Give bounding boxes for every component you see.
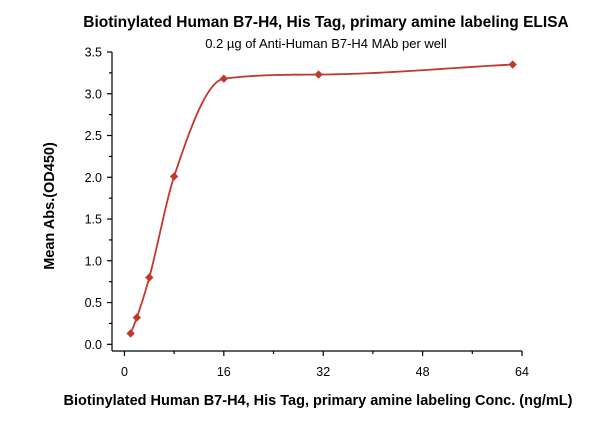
y-tick-label: 3.5 [85,46,102,60]
y-tick-label: 3.0 [85,87,102,101]
data-point [219,74,229,83]
data-point [132,313,142,322]
y-axis-label: Mean Abs.(OD450) [42,142,58,270]
x-axis-ticks: 0 16 32 48 64 [121,351,529,379]
chart-subtitle: 0.2 µg of Anti-Human B7-H4 MAb per well [205,36,447,51]
data-point [314,70,323,79]
y-axis-ticks: 0.0 0.5 1.0 1.5 2.0 2.5 3.0 3.5 [85,46,112,352]
y-tick-label: 0.5 [85,296,102,310]
data-points [126,60,517,338]
x-tick-label: 64 [515,365,529,379]
x-tick-label: 0 [121,365,128,379]
fit-curve [129,63,513,334]
axes [111,52,522,352]
y-tick-label: 2.5 [85,129,102,143]
y-tick-label: 0.0 [85,338,102,352]
y-tick-label: 1.0 [85,254,102,268]
x-tick-label: 32 [316,365,330,379]
y-tick-label: 2.0 [85,171,102,185]
x-tick-label: 48 [416,365,430,379]
data-point [145,273,154,282]
x-axis-label: Biotinylated Human B7-H4, His Tag, prima… [64,393,573,409]
data-point [169,172,179,181]
chart-title: Biotinylated Human B7-H4, His Tag, prima… [83,14,568,31]
data-point [508,60,517,69]
y-tick-label: 1.5 [85,213,102,227]
x-tick-label: 16 [217,365,231,379]
data-point [126,329,135,338]
